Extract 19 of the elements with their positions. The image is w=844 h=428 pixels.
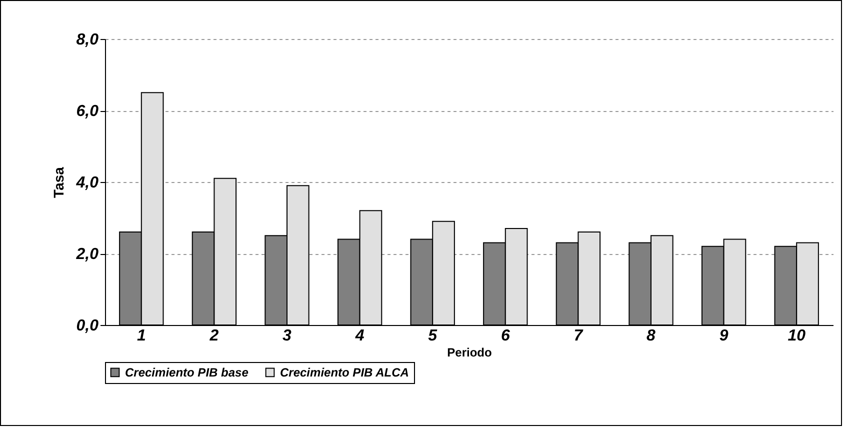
x-tick-label: 9: [719, 328, 728, 344]
y-tick-label: 4,0: [75, 174, 99, 192]
y-axis-title: Tasa: [50, 166, 66, 198]
x-tick-label: 4: [354, 328, 364, 344]
legend-label: Crecimiento PIB ALCA: [280, 365, 409, 380]
x-tick-label: 2: [208, 328, 219, 344]
x-tick-label: 10: [788, 328, 806, 344]
x-tick-label: 5: [428, 328, 438, 344]
x-tick-label: 3: [282, 328, 292, 344]
y-tick-label: 8,0: [76, 32, 99, 48]
legend-label: Crecimiento PIB base: [125, 365, 249, 380]
x-tick-label: 1: [136, 328, 146, 344]
x-tick-label: 8: [646, 328, 656, 344]
y-tick-label: 6,0: [76, 103, 99, 120]
x-tick-label: 6: [500, 328, 510, 344]
y-tick-label: 0,0: [76, 318, 99, 334]
x-axis-title: Periodo: [447, 346, 492, 360]
x-tick-label: 7: [574, 328, 584, 344]
y-tick-label: 2,0: [75, 246, 99, 263]
